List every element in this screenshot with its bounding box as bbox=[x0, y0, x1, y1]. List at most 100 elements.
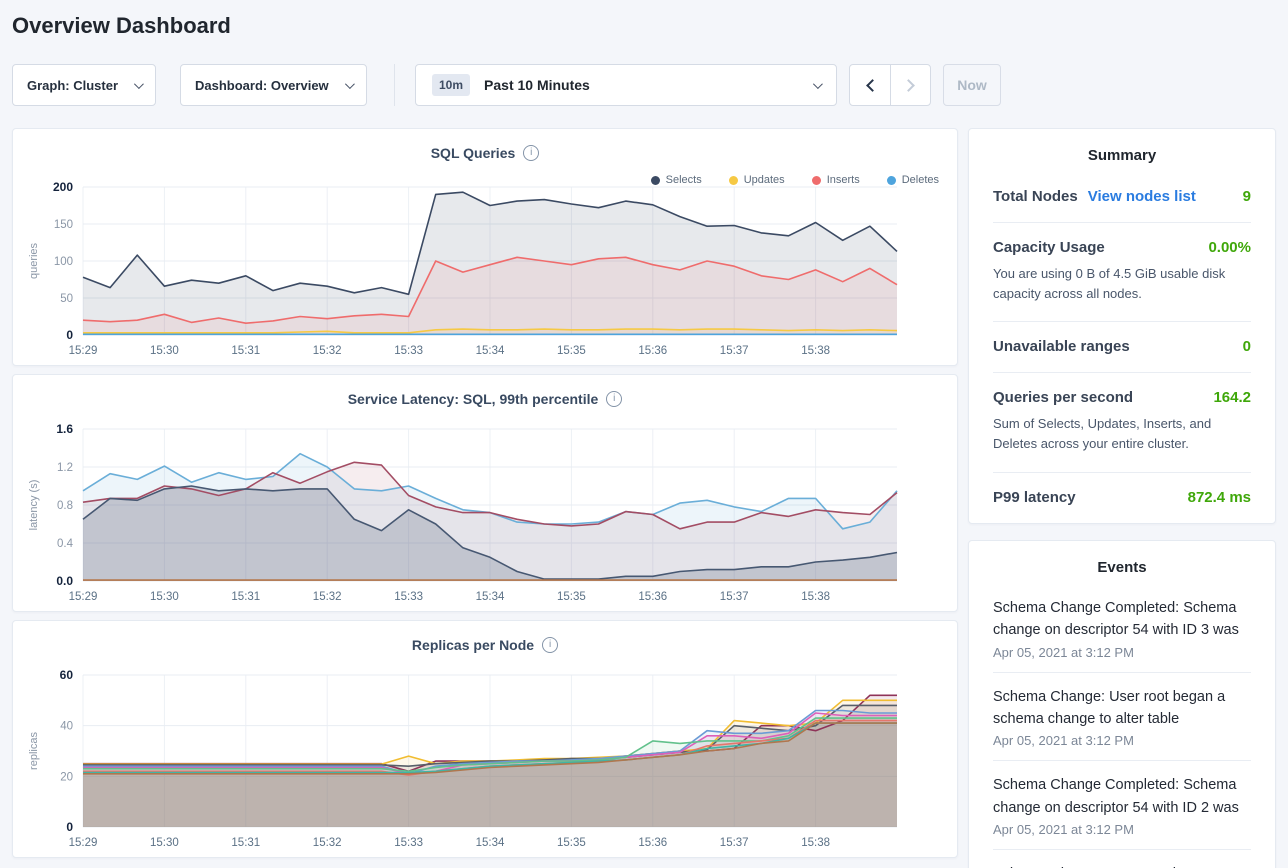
info-icon[interactable]: i bbox=[606, 391, 623, 407]
now-button[interactable]: Now bbox=[943, 64, 1001, 106]
svg-text:15:33: 15:33 bbox=[394, 345, 423, 357]
svg-text:15:31: 15:31 bbox=[231, 837, 260, 849]
replicas-per-node-card: Replicas per Node i 0 20 40 60 15:29 15:30 15:… bbox=[12, 620, 958, 858]
legend-label: Inserts bbox=[826, 174, 860, 186]
chart-legend: Selects Updates Inserts Deletes bbox=[650, 174, 939, 186]
dashboard-dropdown[interactable]: Dashboard: Overview bbox=[180, 64, 367, 106]
events-panel: Events Schema Change Completed: Schema c… bbox=[968, 539, 1276, 868]
event-message[interactable]: Schema Change: User root began a schema … bbox=[993, 688, 1226, 727]
svg-text:20: 20 bbox=[60, 771, 73, 783]
svg-text:15:33: 15:33 bbox=[394, 591, 423, 603]
legend-label: Updates bbox=[743, 174, 785, 186]
svg-text:15:34: 15:34 bbox=[476, 345, 505, 357]
chevron-left-icon bbox=[865, 78, 879, 92]
summary-row-p99-latency: P99 latency 872.4 ms bbox=[993, 473, 1251, 523]
service-latency-title: Service Latency: SQL, 99th percentile bbox=[347, 391, 599, 407]
svg-text:15:30: 15:30 bbox=[150, 591, 179, 603]
event-item: Schema Change: User root began a schema … bbox=[993, 673, 1251, 762]
sql-queries-title: SQL Queries bbox=[430, 145, 516, 161]
svg-text:60: 60 bbox=[60, 668, 74, 682]
time-back-button[interactable] bbox=[850, 65, 890, 105]
time-range-selector[interactable]: 10m Past 10 Minutes bbox=[415, 64, 837, 106]
svg-text:150: 150 bbox=[54, 219, 73, 231]
chart-title-row: Replicas per Node i bbox=[13, 637, 957, 653]
summary-label: Total Nodes bbox=[993, 188, 1078, 205]
svg-text:0: 0 bbox=[66, 328, 73, 342]
time-range-badge: 10m bbox=[432, 74, 471, 96]
replicas-per-node-title: Replicas per Node bbox=[411, 637, 535, 653]
svg-text:15:38: 15:38 bbox=[801, 345, 830, 357]
event-message[interactable]: Schema Change Completed: Schema change o… bbox=[993, 777, 1239, 816]
summary-row-capacity-usage: Capacity Usage 0.00% You are using 0 B o… bbox=[993, 223, 1251, 323]
summary-row-unavailable-ranges: Unavailable ranges 0 bbox=[993, 322, 1251, 374]
svg-text:0.4: 0.4 bbox=[57, 538, 74, 550]
svg-text:15:34: 15:34 bbox=[476, 837, 505, 849]
view-nodes-list-link[interactable]: View nodes list bbox=[1087, 188, 1196, 205]
svg-text:40: 40 bbox=[60, 721, 73, 733]
legend-item-inserts[interactable]: Inserts bbox=[811, 174, 860, 186]
graph-dropdown[interactable]: Graph: Cluster bbox=[12, 64, 156, 106]
svg-text:latency (s): latency (s) bbox=[28, 480, 40, 531]
toolbar-divider bbox=[394, 64, 395, 106]
event-item: Schema Change Completed: Schema change o… bbox=[993, 761, 1251, 851]
chevron-down-icon bbox=[344, 78, 355, 89]
legend-item-selects[interactable]: Selects bbox=[650, 174, 702, 186]
svg-text:replicas: replicas bbox=[28, 732, 40, 770]
svg-text:50: 50 bbox=[60, 293, 73, 305]
svg-text:0.0: 0.0 bbox=[56, 574, 73, 588]
svg-text:0: 0 bbox=[66, 820, 73, 834]
summary-title: Summary bbox=[1087, 147, 1157, 164]
svg-text:queries: queries bbox=[28, 242, 40, 279]
time-range-label: Past 10 Minutes bbox=[484, 77, 590, 93]
event-message[interactable]: Schema Change Completed: Schema change o… bbox=[993, 599, 1239, 639]
legend-item-updates[interactable]: Updates bbox=[728, 174, 785, 186]
svg-text:15:35: 15:35 bbox=[557, 591, 586, 603]
charts-column: SQL Queries i Selects Updates Inserts De… bbox=[12, 128, 958, 866]
summary-value: 0 bbox=[1242, 338, 1251, 356]
event-timestamp: Apr 05, 2021 at 3:12 PM bbox=[993, 644, 1134, 660]
service-latency-chart[interactable]: 0.0 0.4 0.8 1.2 1.6 15:29 15:30 15:31 15:32 15:33… bbox=[23, 421, 949, 607]
chart-title-row: Service Latency: SQL, 99th percentile i bbox=[13, 391, 957, 407]
legend-dot-inserts bbox=[811, 175, 821, 185]
legend-dot-updates bbox=[728, 175, 738, 185]
toolbar: Graph: Cluster Dashboard: Overview 10m P… bbox=[12, 64, 1001, 106]
sql-queries-card: SQL Queries i Selects Updates Inserts De… bbox=[12, 128, 958, 366]
summary-row-total-nodes: Total Nodes View nodes list 9 bbox=[993, 172, 1251, 223]
svg-text:15:29: 15:29 bbox=[69, 345, 98, 357]
time-step-buttons bbox=[849, 64, 931, 106]
svg-text:1.2: 1.2 bbox=[57, 462, 73, 474]
chart-title-row: SQL Queries i bbox=[13, 145, 957, 161]
summary-value: 872.4 ms bbox=[1187, 488, 1251, 506]
summary-value: 164.2 bbox=[1213, 389, 1251, 407]
legend-dot-selects bbox=[650, 175, 660, 185]
summary-label: Capacity Usage bbox=[993, 239, 1105, 256]
summary-description: You are using 0 B of 4.5 GiB usable disk… bbox=[993, 266, 1226, 302]
legend-item-deletes[interactable]: Deletes bbox=[886, 174, 939, 186]
chevron-down-icon bbox=[133, 78, 144, 89]
svg-text:15:34: 15:34 bbox=[476, 591, 505, 603]
svg-text:15:31: 15:31 bbox=[231, 591, 260, 603]
graph-dropdown-label: Graph: Cluster bbox=[27, 77, 119, 93]
event-timestamp: Apr 05, 2021 at 3:12 PM bbox=[993, 822, 1134, 838]
svg-text:15:36: 15:36 bbox=[638, 345, 667, 357]
svg-text:15:35: 15:35 bbox=[557, 837, 586, 849]
events-title: Events bbox=[1097, 558, 1147, 576]
summary-label: P99 latency bbox=[993, 488, 1076, 506]
info-icon[interactable]: i bbox=[542, 637, 559, 653]
event-message[interactable]: Schema Change: User root began a schema … bbox=[993, 863, 1251, 868]
info-icon[interactable]: i bbox=[523, 145, 540, 161]
summary-value: 0.00% bbox=[1208, 239, 1251, 256]
chevron-down-icon bbox=[812, 78, 823, 89]
svg-text:15:36: 15:36 bbox=[638, 591, 667, 603]
summary-panel: Summary Total Nodes View nodes list 9 Ca… bbox=[968, 128, 1276, 524]
svg-text:15:32: 15:32 bbox=[313, 591, 342, 603]
svg-text:1.6: 1.6 bbox=[56, 422, 73, 436]
sql-queries-chart[interactable]: 0 50 100 150 200 15:29 15:30 15:31 15:32 15:33 15:… bbox=[23, 179, 949, 361]
svg-text:15:38: 15:38 bbox=[801, 591, 830, 603]
legend-label: Deletes bbox=[901, 174, 939, 186]
svg-text:15:36: 15:36 bbox=[638, 837, 667, 849]
time-forward-button[interactable] bbox=[890, 65, 930, 105]
replicas-per-node-chart[interactable]: 0 20 40 60 15:29 15:30 15:31 15:32 15:33 15:34 15:… bbox=[23, 667, 949, 853]
summary-description: Sum of Selects, Updates, Inserts, and De… bbox=[993, 416, 1212, 452]
svg-text:15:32: 15:32 bbox=[313, 837, 342, 849]
